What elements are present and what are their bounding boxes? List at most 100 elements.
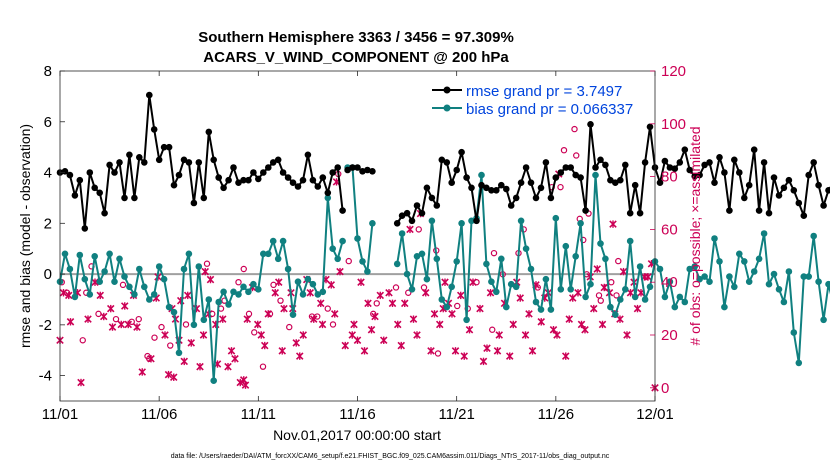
bias-point — [478, 171, 485, 179]
bias-point — [825, 280, 830, 288]
bias-point — [294, 278, 302, 286]
rmse-point — [155, 156, 163, 164]
rmse-point — [428, 194, 436, 202]
assimilated-obs-marker — [274, 278, 283, 286]
bias-point — [517, 217, 525, 225]
bias-point — [622, 286, 629, 293]
y-tick-right-label: 80 — [661, 169, 678, 186]
rmse-point — [552, 174, 560, 181]
rmse-point — [676, 159, 684, 166]
rmse-point — [750, 146, 758, 153]
legend-bias-label: bias grand pr = 0.066337 — [466, 101, 633, 118]
rmse-point — [200, 194, 208, 202]
assimilated-obs-marker — [120, 302, 129, 310]
assimilated-obs-marker — [295, 352, 304, 360]
rmse-point — [274, 156, 282, 164]
possible-obs-marker — [167, 342, 174, 349]
bias-point — [106, 250, 113, 258]
possible-obs-marker — [615, 257, 622, 265]
rmse-point — [542, 159, 550, 166]
bias-point — [210, 377, 217, 385]
rmse-point — [780, 184, 788, 192]
assimilated-obs-marker — [609, 220, 617, 228]
bias-point — [334, 255, 342, 263]
assimilated-obs-marker — [231, 354, 239, 363]
possible-obs-marker — [277, 297, 284, 304]
bias-point — [81, 275, 89, 283]
bias-point — [304, 275, 312, 283]
rmse-point — [453, 166, 461, 174]
rmse-point — [656, 179, 664, 186]
possible-obs-marker — [251, 329, 258, 336]
assimilated-obs-marker — [243, 315, 252, 323]
rmse-point — [478, 181, 485, 189]
assimilated-obs-marker — [409, 315, 418, 323]
assimilated-obs-marker — [561, 352, 570, 360]
bias-point — [141, 283, 148, 291]
bias-point — [438, 296, 446, 303]
chart-title-line2: ACARS_V_WIND_COMPONENT @ 200 hPa — [203, 49, 509, 66]
bias-point — [716, 258, 723, 265]
bias-point — [691, 263, 698, 270]
rmse-point — [136, 154, 143, 161]
bias-point — [339, 237, 346, 245]
rmse-point — [468, 184, 475, 192]
assimilated-obs-marker — [537, 318, 546, 326]
rmse-point — [279, 169, 287, 176]
assimilated-obs-marker — [493, 347, 502, 355]
assimilated-obs-marker — [306, 288, 315, 297]
bias-point — [721, 303, 728, 311]
possible-obs-marker — [324, 305, 331, 312]
possible-obs-marker — [329, 321, 337, 328]
rmse-point — [170, 181, 178, 189]
y-tick-right-label: 120 — [661, 63, 686, 80]
rmse-point — [334, 164, 342, 171]
bias-point — [245, 288, 252, 296]
assimilated-obs-marker — [133, 323, 141, 331]
assimilated-obs-marker — [376, 291, 385, 300]
rmse-point — [324, 189, 332, 197]
bias-point — [393, 260, 401, 268]
rmse-point — [736, 169, 743, 176]
rmse-point — [696, 171, 703, 179]
y-tick-label: 2 — [44, 215, 52, 232]
y-tick-right-label: 20 — [661, 327, 678, 344]
assimilated-obs-marker — [633, 304, 642, 313]
rmse-point — [493, 187, 500, 194]
bias-point — [587, 280, 594, 288]
bias-point — [626, 237, 634, 245]
y-tick-label: 6 — [44, 114, 52, 131]
assimilated-obs-marker — [147, 354, 155, 363]
rmse-point — [820, 202, 827, 209]
y-axis-label-right: # of obs: o=possible; ×=assimilated — [687, 126, 703, 345]
bias-point — [319, 288, 327, 296]
rmse-point — [66, 171, 74, 179]
rmse-point — [126, 151, 133, 159]
assimilated-obs-marker — [161, 331, 169, 339]
bias-point — [542, 275, 550, 283]
rmse-point — [463, 174, 470, 181]
rmse-point — [721, 169, 728, 176]
assimilated-obs-marker — [66, 318, 75, 326]
rmse-point — [557, 169, 565, 176]
bias-point — [180, 265, 188, 273]
assimilated-obs-marker — [581, 325, 589, 334]
bias-point — [155, 263, 163, 270]
bias-point — [617, 296, 624, 303]
assimilated-obs-marker — [108, 323, 117, 331]
rmse-point — [141, 159, 148, 166]
bias-point — [329, 245, 337, 252]
bias-point — [770, 270, 778, 278]
rmse-point — [745, 181, 753, 189]
bias-point — [289, 311, 297, 319]
bias-point — [775, 286, 783, 293]
bias-point — [795, 359, 803, 367]
bias-point — [116, 255, 123, 263]
possible-obs-marker — [434, 350, 442, 357]
rmse-point — [398, 212, 406, 219]
rmse-point — [607, 176, 614, 184]
assimilated-obs-marker — [292, 339, 301, 347]
rmse-point — [265, 164, 272, 171]
rmse-point — [146, 91, 153, 99]
assimilated-obs-marker — [260, 341, 269, 350]
